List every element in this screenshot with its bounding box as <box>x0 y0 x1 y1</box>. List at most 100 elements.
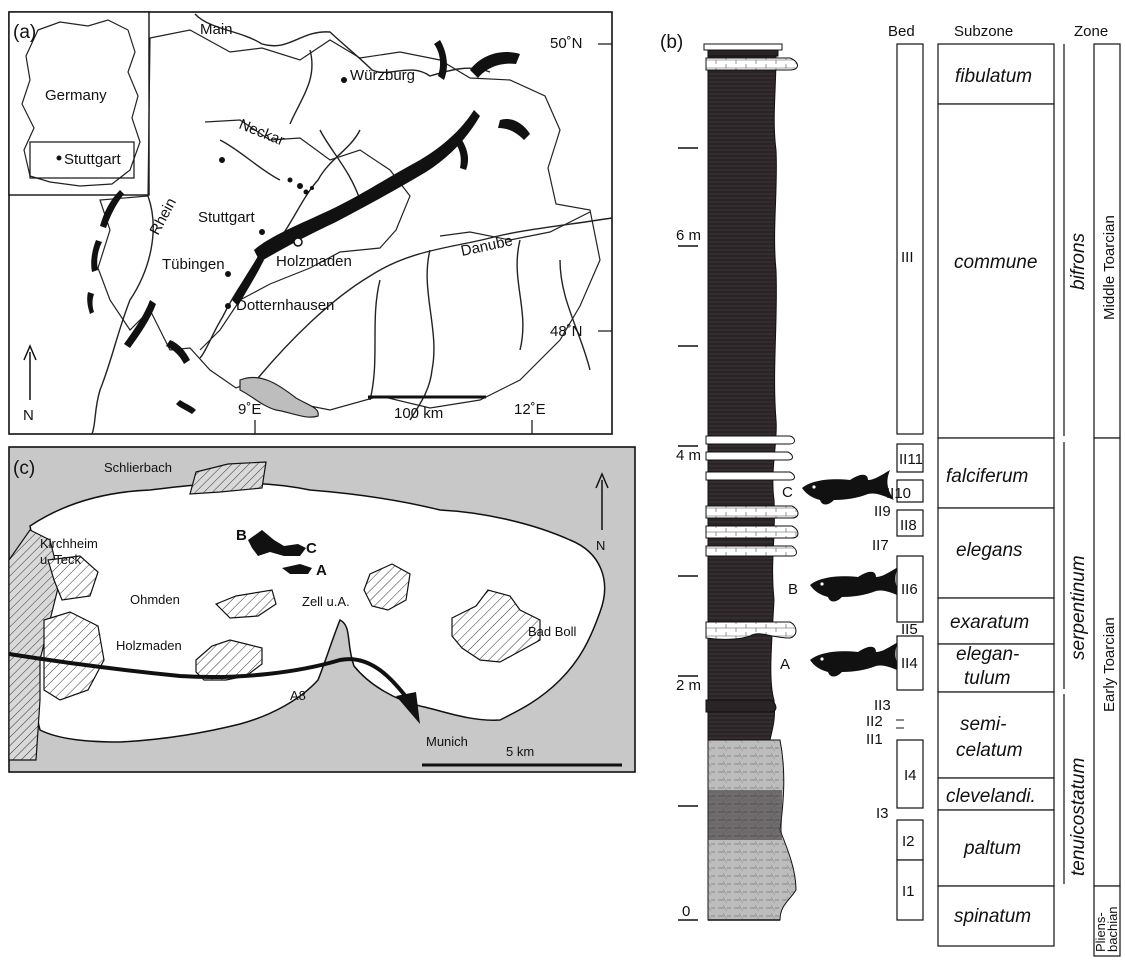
stage-pliensbachian-1: Pliens- <box>1093 912 1108 952</box>
zone-serpentinum: serpentinum <box>1068 555 1089 660</box>
svg-text:C: C <box>782 484 793 501</box>
svg-text:A: A <box>780 656 790 673</box>
stage-pliensbachian-2: bachian <box>1105 906 1120 952</box>
header-bed: Bed <box>888 23 915 40</box>
town-label-tubingen: Tübingen <box>162 256 225 273</box>
town-ohmden <box>214 589 277 619</box>
inset-city-label: Stuttgart <box>64 151 122 168</box>
depth-axis <box>678 147 698 921</box>
subzone-falciferum: falciferum <box>946 466 1028 487</box>
place-label-holzmaden: Holzmaden <box>116 638 182 653</box>
zone-tenuicostatum: tenuicostatum <box>1068 758 1089 876</box>
bed-label-ii2: II2 <box>866 713 883 730</box>
bed-label-ii6: II6 <box>901 581 918 598</box>
road-a8 <box>8 652 412 704</box>
bed-label-ii8: II8 <box>900 517 917 534</box>
bed-label-i2: I2 <box>902 833 915 850</box>
svg-text:N: N <box>596 538 605 553</box>
place-label-kirchheim-2: u. Teck <box>40 552 81 567</box>
road-label-a8: A8 <box>290 688 306 703</box>
strat-column <box>703 43 799 921</box>
svg-text:B: B <box>788 581 798 598</box>
bed-label-ii4: II4 <box>901 655 918 672</box>
subzone-semicelatum-2: celatum <box>956 740 1023 761</box>
bed-label-ii10: II10 <box>886 485 911 502</box>
bed-label-i1: I1 <box>902 883 915 900</box>
state-border <box>97 29 601 411</box>
bed-label-i4: I4 <box>904 767 917 784</box>
bed-label-ii11: II11 <box>899 451 923 468</box>
place-label-kirchheim: Kirchheim <box>40 536 98 551</box>
scale-bar-a: 100 km <box>368 395 486 422</box>
river-main <box>194 13 491 77</box>
specimen-c: C <box>782 470 894 505</box>
bed-label-ii9: II9 <box>874 503 891 520</box>
town-label-dotternhausen: Dotternhausen <box>236 297 334 314</box>
inset-country-label: Germany <box>45 87 107 104</box>
place-label-schlierbach: Schlierbach <box>104 460 172 475</box>
town-bad-boll <box>451 589 541 663</box>
bed-label-ii3: II3 <box>874 697 891 714</box>
svg-text:5 km: 5 km <box>506 744 534 759</box>
subzone-column <box>937 43 1055 947</box>
north-arrow-a: N <box>23 344 37 424</box>
subzone-clevelandi: clevelandi. <box>946 786 1036 807</box>
stage-middle-toarcian: Middle Toarcian <box>1101 215 1118 320</box>
north-arrow-c: N <box>595 472 609 553</box>
town-kirchheim <box>47 555 99 601</box>
lat-label-48: 48˚N <box>550 323 583 340</box>
town-schlierbach <box>189 461 267 495</box>
bed-column <box>896 43 924 921</box>
svg-text:N: N <box>23 407 34 424</box>
depth-label-2m: 2 m <box>676 677 701 694</box>
river-danube <box>257 217 613 379</box>
river-label-main: Main <box>200 21 233 38</box>
specimen-a: A <box>780 642 902 677</box>
scale-bar-c: 5 km <box>422 744 622 767</box>
stage-column <box>1093 43 1121 957</box>
panel-c-map: (c) B C A A8 Schlierbach Kirchheim u. Te… <box>8 446 636 773</box>
town-label-holzmaden: Holzmaden <box>276 253 352 270</box>
bed-label-ii1: II1 <box>866 731 883 748</box>
subzone-paltum: paltum <box>963 838 1021 859</box>
zone-bifrons: bifrons <box>1068 232 1089 290</box>
panel-c-label: (c) <box>13 458 35 479</box>
subzone-spinatum: spinatum <box>954 906 1031 927</box>
subzone-exaratum: exaratum <box>950 612 1029 633</box>
lon-label-9: 9˚E <box>238 401 261 418</box>
panel-b-section: (b) Bed Subzone Zone <box>660 23 1121 957</box>
svg-text:100 km: 100 km <box>394 405 443 422</box>
depth-label-0: 0 <box>682 903 690 920</box>
bed-label-iii: III <box>901 249 914 266</box>
subzone-elegans: elegans <box>956 540 1023 561</box>
header-subzone: Subzone <box>954 23 1013 40</box>
place-label-munich: Munich <box>426 734 468 749</box>
bed-label-ii5: II5 <box>901 621 918 638</box>
town-label-wurzburg: Würzburg <box>350 67 415 84</box>
place-label-ohmden: Ohmden <box>130 592 180 607</box>
depth-label-6m: 6 m <box>676 227 701 244</box>
river-rhein <box>91 195 154 435</box>
site-label-c: C <box>306 540 317 557</box>
stage-early-toarcian: Early Toarcian <box>1101 617 1118 712</box>
header-zone: Zone <box>1074 23 1108 40</box>
subzone-semicelatum-1: semi- <box>960 714 1006 735</box>
site-label-a: A <box>316 562 327 579</box>
place-label-bad-boll: Bad Boll <box>528 624 577 639</box>
panel-a-label: (a) <box>13 22 36 43</box>
specimen-b: B <box>788 567 902 602</box>
subzone-commune: commune <box>954 252 1037 273</box>
panel-a-map: Germany Stuttgart (a) <box>8 11 613 435</box>
site-label-b: B <box>236 527 247 544</box>
subzone-elegantulum-1: elegan- <box>956 644 1019 665</box>
depth-label-4m: 4 m <box>676 447 701 464</box>
town-zell <box>363 563 411 611</box>
panel-b-label: (b) <box>660 32 683 53</box>
bed-label-ii7: II7 <box>872 537 889 554</box>
lon-label-12: 12˚E <box>514 401 546 418</box>
bed-label-i3: I3 <box>876 805 889 822</box>
lat-label-50: 50˚N <box>550 35 583 52</box>
place-label-zell: Zell u.A. <box>302 594 350 609</box>
subzone-elegantulum-2: tulum <box>964 668 1010 689</box>
